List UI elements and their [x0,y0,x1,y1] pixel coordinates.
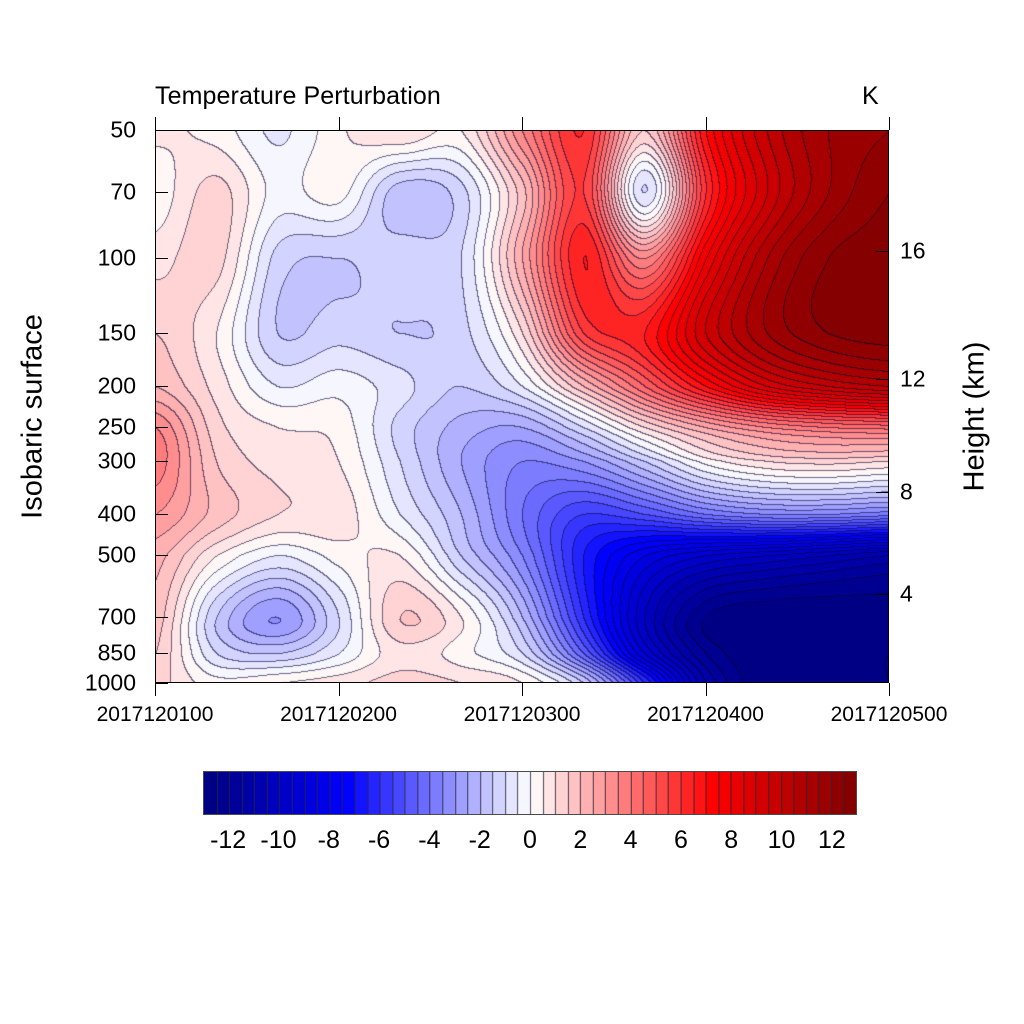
height-tick-mark [876,379,889,381]
pressure-tick-label: 400 [97,500,136,527]
height-tick-label: 8 [900,478,913,505]
time-tick-mark [705,683,707,696]
pressure-tick-label: 850 [97,639,136,666]
height-axis-labels: 4 8 12 16 [900,130,960,683]
left-axis-title: Isobaric surface [16,314,49,519]
contour-field-canvas [156,131,888,682]
height-tick-mark [876,492,889,494]
time-tick-mark [522,683,523,696]
time-tick-mark [705,117,707,130]
pressure-tick-label: 200 [97,372,136,399]
time-tick-mark [889,117,890,130]
colorbar-tick-label: 2 [573,826,588,854]
colorbar-tick-label: -2 [468,826,491,854]
pressure-tick-mark [155,652,168,654]
pressure-tick-label: 500 [97,541,136,568]
colorbar-tick-label: -6 [367,826,391,854]
time-tick-label: 2017120300 [463,703,581,726]
pressure-tick-label: 100 [97,244,136,271]
time-tick-label: 2017120200 [280,703,397,726]
pressure-tick-mark [155,460,168,462]
height-tick-mark [876,250,889,252]
unit-label: K [862,82,879,110]
pressure-tick-mark [155,130,168,131]
pressure-tick-label: 1000 [84,669,136,696]
time-tick-mark [155,117,156,130]
pressure-tick-label: 700 [97,603,136,630]
time-tick-label: 2017120100 [96,703,214,726]
pressure-tick-label: 70 [110,178,136,205]
time-tick-mark [889,683,890,696]
pressure-tick-mark [155,332,168,334]
right-axis-title: Height (km) [958,341,991,492]
contour-plot-area [155,130,889,683]
time-tick-mark [155,683,156,696]
pressure-tick-mark [155,513,168,515]
pressure-tick-label: 150 [97,319,136,346]
time-tick-mark [338,117,340,130]
height-tick-label: 12 [900,365,926,392]
pressure-tick-label: 300 [97,447,136,474]
pressure-tick-mark [155,555,168,557]
pressure-tick-mark [155,385,168,387]
pressure-tick-label: 50 [110,116,136,143]
pressure-tick-mark [155,683,168,684]
pressure-tick-mark [155,192,168,194]
colorbar-tick-label: -10 [260,826,297,854]
pressure-tick-mark [155,427,168,429]
colorbar-tick-label: 6 [673,826,688,854]
colorbar-tick-label: 0 [523,826,537,854]
height-tick-label: 4 [900,580,913,607]
colorbar-tick-label: -4 [418,826,441,854]
colorbar-tick-label: 12 [817,826,846,854]
pressure-tick-mark [155,617,168,619]
height-tick-mark [876,593,889,595]
colorbar-tick-label: -12 [210,826,247,854]
time-tick-mark [338,683,340,696]
colorbar-tick-label: -8 [317,826,340,854]
colorbar-tick-label: 10 [767,826,796,854]
pressure-axis-labels: 50 70 100 150 200 250 300 400 500 700 850 1000 [58,117,136,696]
colorbar [203,771,857,815]
pressure-tick-label: 250 [97,413,136,440]
time-tick-mark [522,117,523,130]
colorbar-tick-label: 4 [623,826,638,854]
pressure-tick-mark [155,257,168,259]
colorbar-tick-label: 8 [724,826,739,854]
time-tick-label: 2017120400 [647,703,764,726]
height-tick-label: 16 [900,237,926,264]
colorbar-canvas [203,771,857,815]
time-tick-label: 2017120500 [830,703,948,726]
page-title: Temperature Perturbation [155,82,441,110]
